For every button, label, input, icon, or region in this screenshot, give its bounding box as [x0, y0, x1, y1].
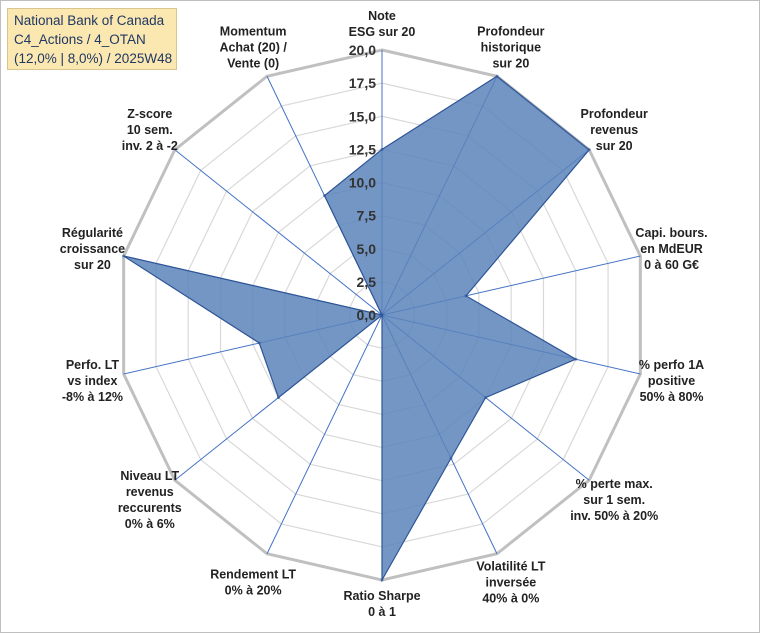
category-label-line: inversée [485, 576, 536, 590]
category-label: Régularité croissance sur 20 [60, 226, 125, 272]
category-label-line: ESG sur 20 [349, 25, 416, 39]
category-label-line: inv. 50% à 20% [570, 509, 658, 523]
category-label-line: 0 à 1 [368, 605, 396, 619]
category-label-line: -8% à 12% [62, 390, 123, 404]
category-label-line: croissance [60, 242, 125, 256]
category-label-line: Capi. bours. [635, 226, 707, 240]
category-label-line: sur 20 [74, 258, 111, 272]
tick-label: 10,0 [349, 175, 376, 191]
category-label-line: 50% à 80% [640, 390, 704, 404]
category-label-line: sur 20 [596, 139, 633, 153]
category-label-line: Z-score [127, 107, 172, 121]
category-label-line: % perte max. [576, 477, 653, 491]
data-point [323, 194, 327, 198]
tick-label: 2,5 [357, 274, 377, 290]
data-point [380, 147, 384, 151]
category-label-line: Perfo. LT [66, 358, 120, 372]
data-point [380, 578, 384, 582]
category-label: Ratio Sharpe 0 à 1 [343, 589, 420, 619]
category-label-line: Niveau LT [120, 469, 179, 483]
category-label-line: % perfo 1A [639, 358, 704, 372]
category-label-line: sur 1 sem. [583, 493, 645, 507]
category-label-line: Momentum [220, 24, 287, 38]
data-point [449, 456, 453, 460]
tick-label: 20,0 [349, 42, 376, 58]
data-point [257, 341, 261, 345]
series-layer [122, 74, 591, 583]
category-label: Rendement LT 0% à 20% [210, 568, 296, 598]
data-point [464, 294, 468, 298]
axis-spoke [266, 314, 383, 554]
category-label: Note ESG sur 20 [349, 9, 416, 39]
category-label-line: Profondeur [581, 107, 648, 121]
tick-label: 17,5 [349, 75, 376, 91]
category-label-line: vs index [67, 374, 117, 388]
category-label-line: sur 20 [492, 56, 529, 70]
tick-label: 0,0 [357, 307, 377, 323]
category-label: Volatilité LT inversée 40% à 0% [476, 560, 545, 606]
tick-label: 7,5 [357, 208, 377, 224]
category-label: Capi. bours. en MdEUR 0 à 60 G€ [635, 226, 707, 272]
tick-label: 15,0 [349, 108, 376, 124]
category-label-line: 0 à 60 G€ [644, 258, 699, 272]
category-label-line: Note [368, 9, 396, 23]
category-label: % perte max. sur 1 sem. inv. 50% à 20% [570, 477, 658, 523]
title-line-1: National Bank of Canada [14, 13, 165, 28]
category-label: Niveau LT revenus reccurents 0% à 6% [118, 469, 182, 531]
data-point [495, 74, 499, 78]
category-label-line: Rendement LT [210, 568, 296, 582]
category-label: Profondeur historique sur 20 [477, 24, 544, 70]
data-point [587, 148, 591, 152]
data-point [380, 313, 384, 317]
tick-label: 12,5 [349, 141, 376, 157]
category-label-line: Profondeur [477, 24, 544, 38]
category-label-line: 0% à 6% [125, 517, 175, 531]
category-label-line: Achat (20) / [219, 40, 287, 54]
axis-spoke [174, 149, 383, 316]
category-label-line: Vente (0) [227, 56, 279, 70]
title-line-2: C4_Actions / 4_OTAN [14, 32, 146, 47]
data-point [574, 357, 578, 361]
category-label-line: Ratio Sharpe [343, 589, 420, 603]
category-label: Z-score 10 sem. inv. 2 à -2 [122, 107, 178, 153]
category-label-line: revenus [590, 123, 638, 137]
category-label: Perfo. LT vs index -8% à 12% [62, 358, 123, 404]
chart-title-box: National Bank of Canada C4_Actions / 4_O… [7, 8, 177, 70]
category-label-line: historique [481, 40, 541, 54]
category-label-line: Volatilité LT [476, 560, 545, 574]
category-label-line: 10 sem. [127, 123, 173, 137]
category-label-line: 0% à 20% [225, 584, 282, 598]
category-label-line: reccurents [118, 501, 182, 515]
tick-label: 5,0 [357, 241, 377, 257]
data-point [484, 396, 488, 400]
category-label-line: positive [648, 374, 695, 388]
data-point [122, 254, 126, 258]
data-point [276, 396, 280, 400]
category-label-line: en MdEUR [640, 242, 703, 256]
title-line-3: (12,0% | 8,0%) / 2025W48 [14, 51, 173, 66]
category-label: % perfo 1A positive 50% à 80% [639, 358, 704, 404]
tick-labels: 0,0 2,5 5,0 7,5 10,0 12,5 15,0 17,5 20,0 [349, 42, 376, 323]
category-label-line: Régularité [62, 226, 123, 240]
category-label: Momentum Achat (20) / Vente (0) [219, 24, 287, 70]
category-label-line: inv. 2 à -2 [122, 139, 178, 153]
category-label: Profondeur revenus sur 20 [581, 107, 648, 153]
category-label-line: 40% à 0% [482, 592, 539, 606]
category-label-line: revenus [126, 485, 174, 499]
category-labels: Note ESG sur 20 Profondeur historique sur 20… [60, 9, 708, 619]
